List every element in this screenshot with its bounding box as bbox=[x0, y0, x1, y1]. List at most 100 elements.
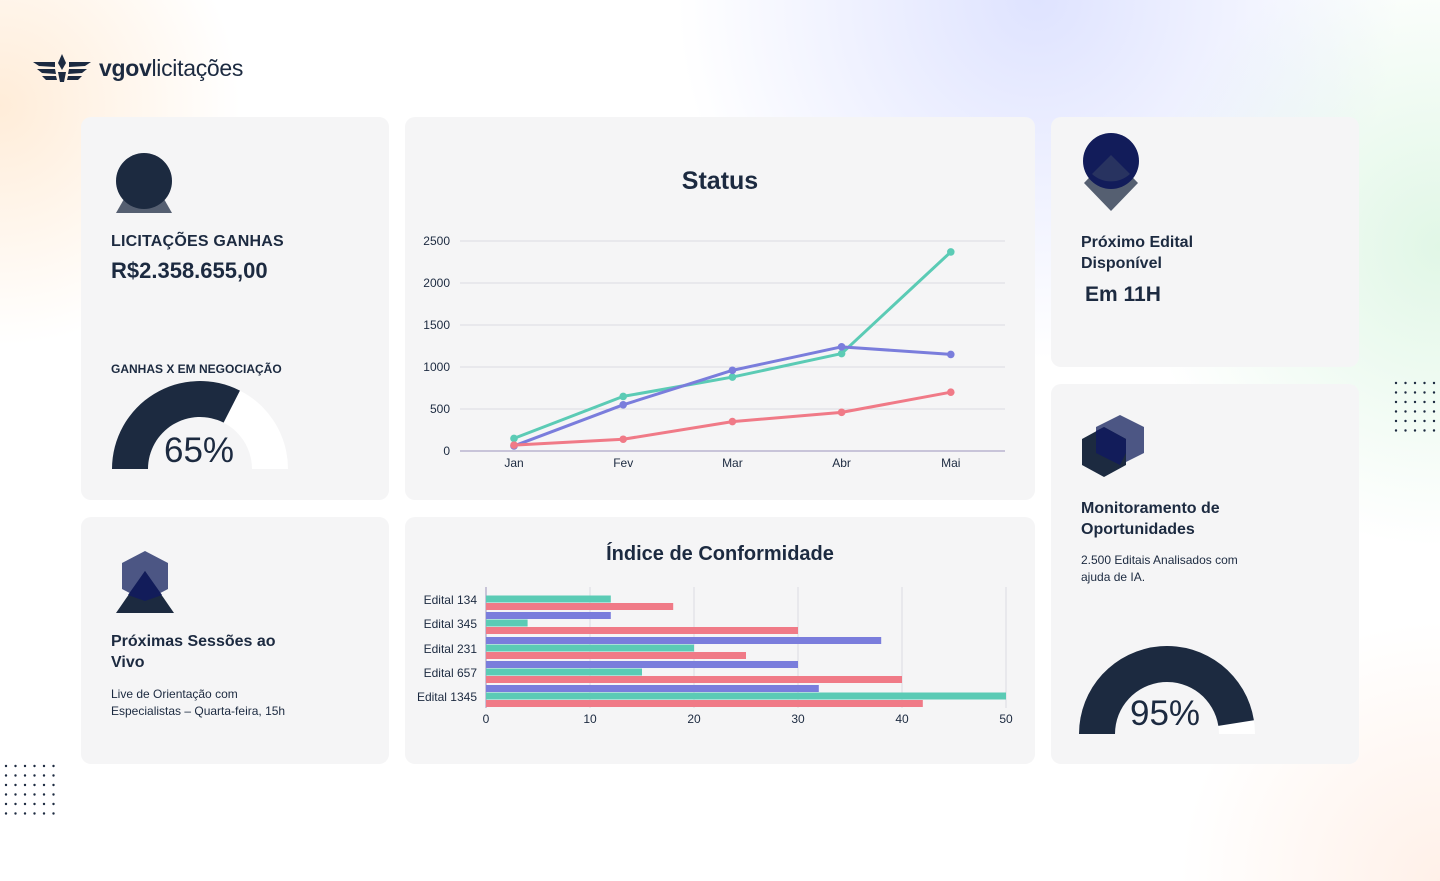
decor-dot bbox=[52, 802, 55, 806]
x-tick-label: 10 bbox=[583, 712, 597, 726]
data-point[interactable] bbox=[947, 248, 955, 256]
x-tick-label: Jan bbox=[504, 456, 523, 470]
x-tick-label: 40 bbox=[895, 712, 909, 726]
y-tick-label: 2500 bbox=[423, 234, 450, 248]
x-tick-label: 0 bbox=[483, 712, 490, 726]
decor-dot bbox=[1413, 381, 1417, 385]
decor-dot bbox=[14, 812, 17, 815]
card-status-chart: Status 0 500 1000 1500 2000 2500 Jan Fev Mar Abr M… bbox=[405, 117, 1035, 500]
decorative-dots-left bbox=[4, 764, 56, 824]
card-proximo-edital: Próximo Edital Disponível Em 11H bbox=[1051, 117, 1359, 367]
data-point[interactable] bbox=[837, 349, 846, 358]
decor-dot bbox=[1404, 400, 1407, 404]
gauge-95 bbox=[1079, 646, 1255, 734]
decorative-dots-right bbox=[1394, 381, 1436, 441]
proximo-edital-title-line2: Disponível bbox=[1081, 255, 1162, 272]
decor-dot bbox=[1413, 419, 1417, 423]
decor-dot bbox=[4, 774, 8, 777]
brand-logo[interactable]: vgovlicitações bbox=[33, 50, 243, 86]
decor-dot bbox=[14, 793, 17, 796]
data-point[interactable] bbox=[619, 392, 627, 401]
bar[interactable] bbox=[486, 612, 611, 619]
monitoramento-desc-line1: 2.500 Editais Analisados com bbox=[1081, 553, 1238, 567]
bar[interactable] bbox=[486, 627, 798, 634]
decor-dot bbox=[42, 812, 46, 815]
decor-dot bbox=[14, 802, 17, 806]
data-point[interactable] bbox=[619, 401, 627, 409]
decor-dot bbox=[42, 802, 46, 806]
bar[interactable] bbox=[486, 637, 882, 644]
x-tick-label: Fev bbox=[613, 456, 633, 470]
decor-dot bbox=[33, 783, 36, 787]
bar[interactable] bbox=[486, 700, 923, 707]
data-point[interactable] bbox=[728, 417, 737, 426]
bar[interactable] bbox=[486, 595, 611, 603]
decor-dot bbox=[14, 774, 17, 777]
decor-dot bbox=[1413, 429, 1417, 432]
bar[interactable] bbox=[486, 668, 642, 676]
x-tick-label: 50 bbox=[999, 712, 1013, 726]
data-point[interactable] bbox=[728, 373, 737, 381]
decor-dot bbox=[42, 764, 46, 768]
data-point[interactable] bbox=[837, 408, 846, 417]
bar[interactable] bbox=[486, 652, 746, 659]
data-point[interactable] bbox=[510, 434, 518, 443]
sessoes-title-line2: Vivo bbox=[111, 654, 145, 671]
data-point[interactable] bbox=[947, 388, 955, 396]
x-tick-label: Mai bbox=[941, 456, 960, 470]
decor-dot bbox=[52, 774, 55, 777]
gauge-65 bbox=[112, 381, 288, 469]
decor-dot bbox=[42, 793, 46, 796]
x-tick-label: 30 bbox=[791, 712, 805, 726]
data-point[interactable] bbox=[619, 435, 627, 444]
decor-dot bbox=[23, 793, 27, 796]
data-point[interactable] bbox=[728, 366, 737, 375]
status-line-chart: 0 500 1000 1500 2000 2500 Jan Fev Mar Abr Mai bbox=[423, 234, 1005, 470]
decor-dot bbox=[1423, 419, 1426, 423]
licitacoes-label: LICITAÇÕES GANHAS bbox=[111, 233, 284, 250]
decor-dot bbox=[1404, 419, 1407, 423]
status-chart-title: Status bbox=[681, 167, 759, 195]
y-tick-label: 2000 bbox=[423, 276, 450, 290]
decor-dot bbox=[4, 764, 8, 768]
bar[interactable] bbox=[486, 676, 902, 683]
decor-dot bbox=[33, 802, 36, 806]
proximo-edital-title-line1: Próximo Edital bbox=[1081, 234, 1194, 251]
bar[interactable] bbox=[486, 685, 819, 692]
decor-dot bbox=[1423, 410, 1426, 413]
decor-dot bbox=[1423, 400, 1426, 404]
decor-dot bbox=[52, 793, 55, 796]
decor-dot bbox=[1432, 400, 1436, 404]
data-point[interactable] bbox=[510, 441, 518, 449]
bar[interactable] bbox=[486, 619, 528, 627]
gauge-value-65: 65% bbox=[164, 431, 235, 470]
y-tick-label: 1000 bbox=[423, 360, 450, 374]
decor-dot bbox=[1432, 391, 1436, 394]
logo-text-light: licitações bbox=[151, 54, 244, 81]
eagle-logo-icon bbox=[33, 54, 91, 82]
decor-dot bbox=[23, 812, 27, 815]
bar[interactable] bbox=[486, 603, 674, 610]
decor-dot bbox=[52, 812, 55, 815]
data-point[interactable] bbox=[947, 350, 955, 359]
conformidade-chart-title: Índice de Conformidade bbox=[606, 543, 834, 565]
bar[interactable] bbox=[486, 692, 1006, 700]
sessoes-desc-line2: Especialistas – Quarta-feira, 15h bbox=[111, 703, 286, 718]
decor-dot bbox=[23, 802, 27, 806]
decor-dot bbox=[1413, 391, 1417, 394]
licitacoes-value: R$2.358.655,00 bbox=[111, 258, 268, 283]
gauge-label: GANHAS X EM NEGOCIAÇÃO bbox=[111, 362, 282, 376]
bar[interactable] bbox=[486, 644, 694, 652]
x-tick-label: 20 bbox=[687, 712, 701, 726]
card-monitoramento: Monitoramento de Oportunidades 2.500 Edi… bbox=[1051, 384, 1359, 764]
y-tick-label: Edital 134 bbox=[424, 593, 478, 607]
monitoramento-desc-line2: ajuda de IA. bbox=[1081, 569, 1146, 584]
data-point[interactable] bbox=[837, 343, 846, 351]
series-line-1 bbox=[513, 345, 951, 448]
y-tick-label: Edital 231 bbox=[424, 642, 478, 656]
decor-dot bbox=[4, 802, 8, 806]
y-tick-label: 1500 bbox=[423, 318, 450, 332]
decor-dot bbox=[1394, 419, 1398, 423]
series-line-0 bbox=[513, 250, 952, 440]
bar[interactable] bbox=[486, 661, 798, 668]
